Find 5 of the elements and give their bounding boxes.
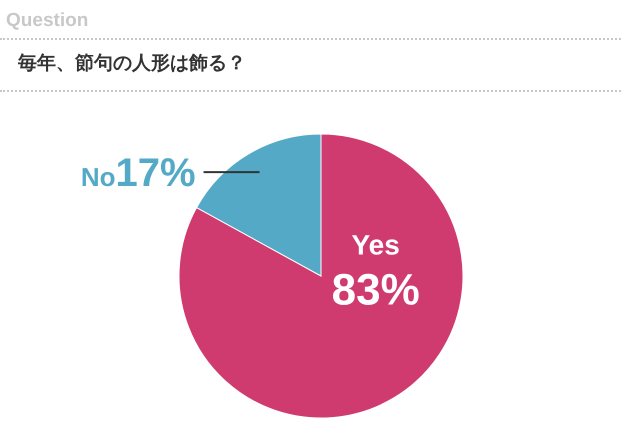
data-label: 17% xyxy=(115,151,196,196)
data-label: 83% xyxy=(332,266,420,315)
chart-title: 毎年、節句の人形は飾る？ xyxy=(18,51,246,76)
slice-label: Yes xyxy=(352,230,400,261)
slice-label: No xyxy=(80,162,116,192)
